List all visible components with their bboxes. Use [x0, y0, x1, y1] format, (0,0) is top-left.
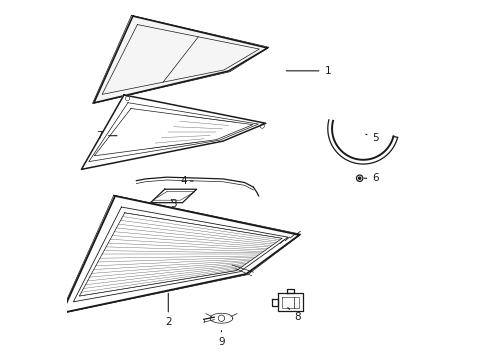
Circle shape: [218, 315, 224, 321]
Polygon shape: [278, 293, 303, 311]
Text: 5: 5: [365, 133, 378, 143]
Text: 7: 7: [96, 131, 117, 141]
Text: 4: 4: [181, 176, 193, 186]
Text: 6: 6: [364, 173, 378, 183]
Polygon shape: [206, 314, 211, 320]
Text: 9: 9: [218, 330, 224, 347]
Polygon shape: [210, 313, 232, 318]
Polygon shape: [102, 24, 259, 94]
Polygon shape: [150, 189, 196, 203]
Text: 1: 1: [285, 66, 330, 76]
Polygon shape: [271, 299, 278, 306]
Circle shape: [358, 177, 360, 179]
Polygon shape: [89, 103, 258, 162]
Polygon shape: [94, 16, 267, 103]
Polygon shape: [286, 289, 293, 293]
Text: 8: 8: [287, 307, 300, 322]
Polygon shape: [230, 314, 236, 320]
Circle shape: [356, 175, 362, 181]
Text: 2: 2: [164, 293, 171, 328]
Polygon shape: [210, 318, 232, 323]
Text: 3: 3: [170, 199, 177, 209]
Polygon shape: [73, 207, 287, 302]
Polygon shape: [81, 95, 265, 169]
Polygon shape: [62, 196, 299, 313]
